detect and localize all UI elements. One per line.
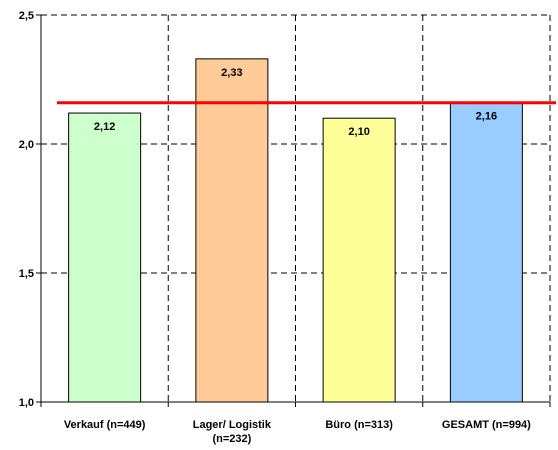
category-label-3: Büro (n=313) xyxy=(325,419,393,431)
data-label-3: 2,10 xyxy=(348,126,369,138)
data-label-1: 2,12 xyxy=(94,121,115,133)
labels: 1,0 1,5 2,0 2,5 2,12 2,33 2,10 2,16 Verkauf (n=4… xyxy=(19,10,531,445)
data-label-4: 2,16 xyxy=(476,111,497,123)
bar-1 xyxy=(68,112,142,403)
data-label-2: 2,33 xyxy=(221,67,242,79)
y-tick-label-3: 2,5 xyxy=(19,10,34,22)
bar-3 xyxy=(322,117,396,403)
category-label-line: Verkauf (n=449) xyxy=(64,419,146,431)
y-tick-label-2: 2,0 xyxy=(19,139,34,151)
category-label-line: (n=232) xyxy=(212,433,251,445)
category-label-line: GESAMT (n=994) xyxy=(442,419,531,431)
category-label-2: Lager/ Logistik (n=232) xyxy=(193,419,272,445)
category-label-line: Büro (n=313) xyxy=(325,419,393,431)
bar-4 xyxy=(449,102,523,403)
bar-2 xyxy=(195,58,269,403)
y-tick-label-0: 1,0 xyxy=(19,397,34,409)
category-label-1: Verkauf (n=449) xyxy=(64,419,146,431)
bars xyxy=(68,58,523,403)
axes xyxy=(36,14,551,407)
y-tick-label-1: 1,5 xyxy=(19,268,34,280)
category-label-line: Lager/ Logistik xyxy=(193,419,272,431)
category-label-4: GESAMT (n=994) xyxy=(442,419,531,431)
